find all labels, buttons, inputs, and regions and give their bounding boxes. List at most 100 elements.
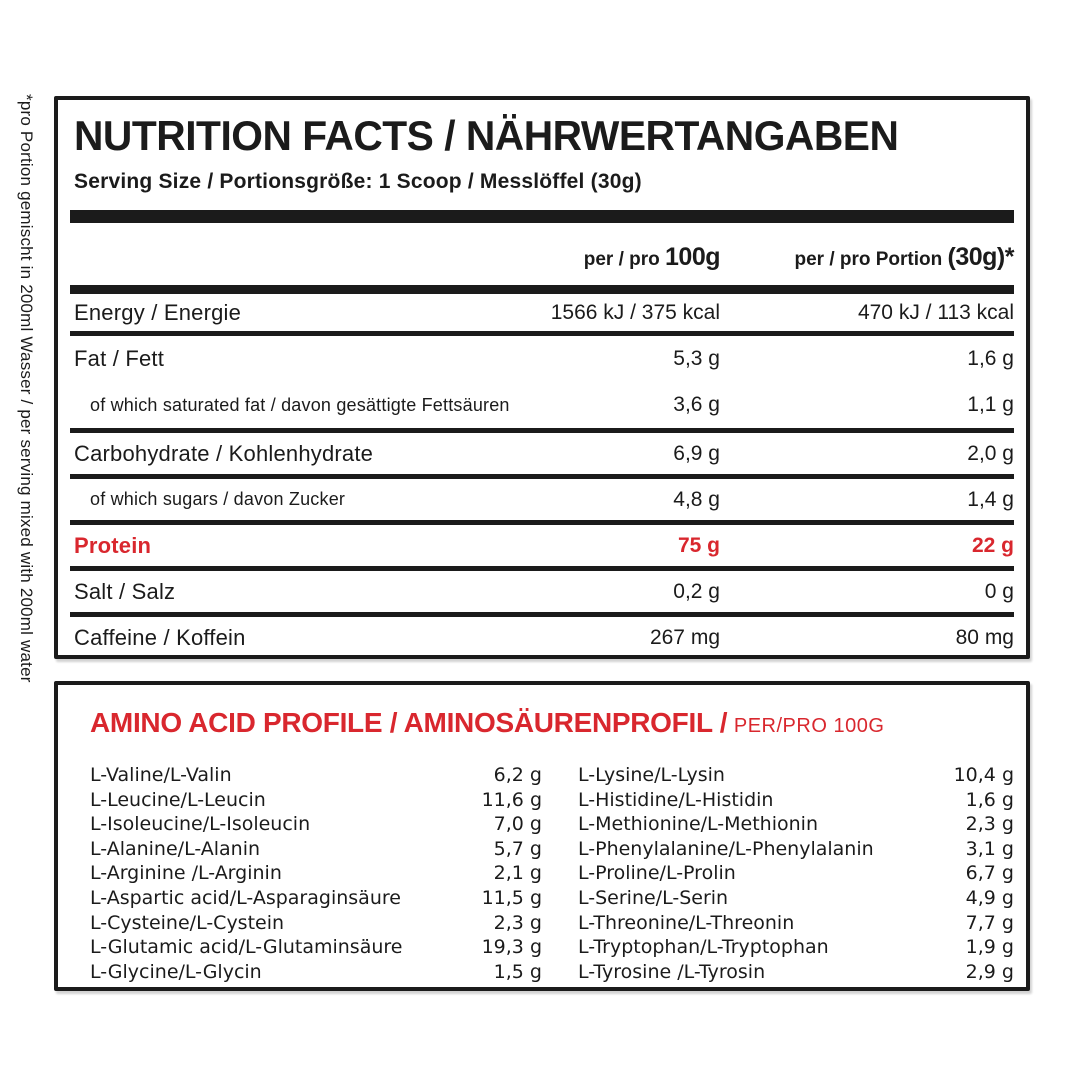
row-saturated-fat: of which saturated fat / davon gesättigt… xyxy=(70,382,1014,428)
row-value-per-portion: 1,6 g xyxy=(967,347,1014,370)
amino-row-methionine: L-Methionine/L-Methionin 2,3 g xyxy=(578,812,1014,837)
row-value-per-portion: 1,1 g xyxy=(967,393,1014,416)
amino-name: L-Valine/L-Valin xyxy=(90,764,232,786)
amino-row-cysteine: L-Cysteine/L-Cystein 2,3 g xyxy=(90,911,542,936)
amino-columns: L-Valine/L-Valin 6,2 g L-Leucine/L-Leucin… xyxy=(90,763,1014,984)
column-header-row: per / pro 100g per / pro Portion (30g)* xyxy=(70,243,1015,272)
row-label: Caffeine / Koffein xyxy=(74,624,246,650)
amino-value: 2,3 g xyxy=(493,911,542,934)
column-header-prefix: per / pro Portion xyxy=(794,249,948,270)
column-header-per-100g: per / pro 100g xyxy=(583,243,721,272)
row-divider xyxy=(70,566,1014,571)
amino-row-glutamic-acid: L-Glutamic acid/L-Glutaminsäure 19,3 g xyxy=(90,935,542,960)
row-divider xyxy=(70,474,1014,479)
divider-bar-thick xyxy=(70,210,1014,223)
column-header-amount: (30g)* xyxy=(947,243,1015,271)
amino-row-leucine: L-Leucine/L-Leucin 11,6 g xyxy=(90,788,542,813)
amino-column-left: L-Valine/L-Valin 6,2 g L-Leucine/L-Leucin… xyxy=(90,763,542,984)
amino-title: AMINO ACID PROFILE / AMINOSÄURENPROFIL /… xyxy=(90,707,1014,739)
amino-value: 5,7 g xyxy=(493,837,542,860)
row-protein: Protein 75 g 22 g xyxy=(70,525,1014,566)
row-value-per-100g: 4,8 g xyxy=(673,487,720,511)
row-label: Carbohydrate / Kohlenhydrate xyxy=(74,440,374,466)
column-header-amount: 100g xyxy=(665,243,720,271)
row-divider xyxy=(70,612,1014,617)
amino-value: 10,4 g xyxy=(953,764,1014,786)
amino-name: L-Cysteine/L-Cystein xyxy=(90,911,285,934)
amino-name: L-Tyrosine /L-Tyrosin xyxy=(578,960,766,983)
row-fat: Fat / Fett 5,3 g 1,6 g xyxy=(70,336,1014,382)
amino-name: L-Histidine/L-Histidin xyxy=(578,788,774,811)
row-label: of which sugars / davon Zucker xyxy=(90,489,346,509)
row-label: Energy / Energie xyxy=(74,299,242,325)
column-header-prefix: per / pro xyxy=(583,249,666,270)
amino-row-histidine: L-Histidine/L-Histidin 1,6 g xyxy=(578,788,1014,813)
amino-name: L-Glutamic acid/L-Glutaminsäure xyxy=(90,936,403,959)
amino-name: L-Arginine /L-Arginin xyxy=(90,862,282,885)
row-salt: Salt / Salz 0,2 g 0 g xyxy=(70,571,1014,612)
amino-row-valine: L-Valine/L-Valin 6,2 g xyxy=(90,763,542,788)
amino-row-arginine: L-Arginine /L-Arginin 2,1 g xyxy=(90,861,542,886)
amino-row-tyrosine: L-Tyrosine /L-Tyrosin 2,9 g xyxy=(578,960,1014,985)
row-divider xyxy=(70,520,1014,525)
row-energy: Energy / Energie 1566 kJ / 375 kcal 470 … xyxy=(70,294,1014,331)
amino-value: 7,7 g xyxy=(965,911,1014,934)
amino-row-aspartic-acid: L-Aspartic acid/L-Asparaginsäure 11,5 g xyxy=(90,886,542,911)
row-value-per-portion: 22 g xyxy=(971,533,1014,557)
row-value-per-100g: 75 g xyxy=(677,533,720,557)
amino-value: 19,3 g xyxy=(481,936,542,959)
row-value-per-100g: 5,3 g xyxy=(673,347,720,370)
amino-name: L-Alanine/L-Alanin xyxy=(90,837,261,860)
amino-row-threonine: L-Threonine/L-Threonin 7,7 g xyxy=(578,911,1014,936)
amino-value: 3,1 g xyxy=(965,837,1014,860)
amino-name: L-Methionine/L-Methionin xyxy=(578,813,818,836)
amino-name: L-Leucine/L-Leucin xyxy=(90,788,266,811)
amino-name: L-Glycine/L-Glycin xyxy=(90,960,262,983)
row-value-per-portion: 1,4 g xyxy=(967,487,1014,511)
amino-title-main: AMINO ACID PROFILE / AMINOSÄURENPROFIL / xyxy=(90,707,728,738)
amino-row-lysine: L-Lysine/L-Lysin 10,4 g xyxy=(578,763,1014,788)
serving-footnote-vertical: *pro Portion gemischt in 200ml Wasser / … xyxy=(17,94,36,683)
nutrition-facts-panel: NUTRITION FACTS / NÄHRWERTANGABEN Servin… xyxy=(54,96,1030,659)
amino-value: 1,5 g xyxy=(493,960,542,983)
amino-value: 11,6 g xyxy=(481,788,542,811)
row-caffeine: Caffeine / Koffein 267 mg 80 mg xyxy=(70,617,1014,658)
row-label: Salt / Salz xyxy=(74,578,176,604)
row-value-per-100g: 267 mg xyxy=(649,625,720,649)
amino-name: L-Isoleucine/L-Isoleucin xyxy=(90,813,311,836)
amino-name: L-Threonine/L-Threonin xyxy=(578,911,795,934)
amino-title-suffix: PER/PRO 100G xyxy=(733,715,885,737)
row-label: Fat / Fett xyxy=(74,346,165,371)
amino-column-right: L-Lysine/L-Lysin 10,4 g L-Histidine/L-His… xyxy=(578,763,1014,984)
amino-row-phenylalanine: L-Phenylalanine/L-Phenylalanin 3,1 g xyxy=(578,837,1014,862)
amino-acid-panel: AMINO ACID PROFILE / AMINOSÄURENPROFIL /… xyxy=(54,681,1030,991)
amino-name: L-Lysine/L-Lysin xyxy=(578,764,725,786)
amino-value: 2,1 g xyxy=(493,862,542,885)
row-value-per-portion: 80 mg xyxy=(955,625,1014,649)
serving-size-line: Serving Size / Portionsgröße: 1 Scoop / … xyxy=(74,170,642,193)
row-value-per-100g: 1566 kJ / 375 kcal xyxy=(550,300,720,324)
amino-value: 1,6 g xyxy=(965,788,1014,811)
amino-name: L-Tryptophan/L-Tryptophan xyxy=(578,936,829,959)
row-divider xyxy=(70,428,1014,433)
amino-row-glycine: L-Glycine/L-Glycin 1,5 g xyxy=(90,960,542,985)
amino-name: L-Proline/L-Prolin xyxy=(578,862,736,885)
amino-value: 4,9 g xyxy=(965,886,1014,909)
amino-value: 7,0 g xyxy=(493,813,542,836)
divider-bar-medium xyxy=(70,285,1014,294)
amino-row-alanine: L-Alanine/L-Alanin 5,7 g xyxy=(90,837,542,862)
row-label: Protein xyxy=(74,532,152,558)
row-value-per-100g: 6,9 g xyxy=(673,441,720,465)
amino-row-tryptophan: L-Tryptophan/L-Tryptophan 1,9 g xyxy=(578,935,1014,960)
amino-value: 6,7 g xyxy=(965,862,1014,885)
row-value-per-100g: 3,6 g xyxy=(673,393,720,416)
amino-row-serine: L-Serine/L-Serin 4,9 g xyxy=(578,886,1014,911)
amino-name: L-Serine/L-Serin xyxy=(578,886,729,909)
amino-row-proline: L-Proline/L-Prolin 6,7 g xyxy=(578,861,1014,886)
amino-value: 1,9 g xyxy=(965,936,1014,959)
amino-name: L-Phenylalanine/L-Phenylalanin xyxy=(578,837,874,860)
row-value-per-100g: 0,2 g xyxy=(673,579,720,603)
amino-value: 2,9 g xyxy=(965,960,1014,983)
amino-value: 6,2 g xyxy=(493,764,542,786)
